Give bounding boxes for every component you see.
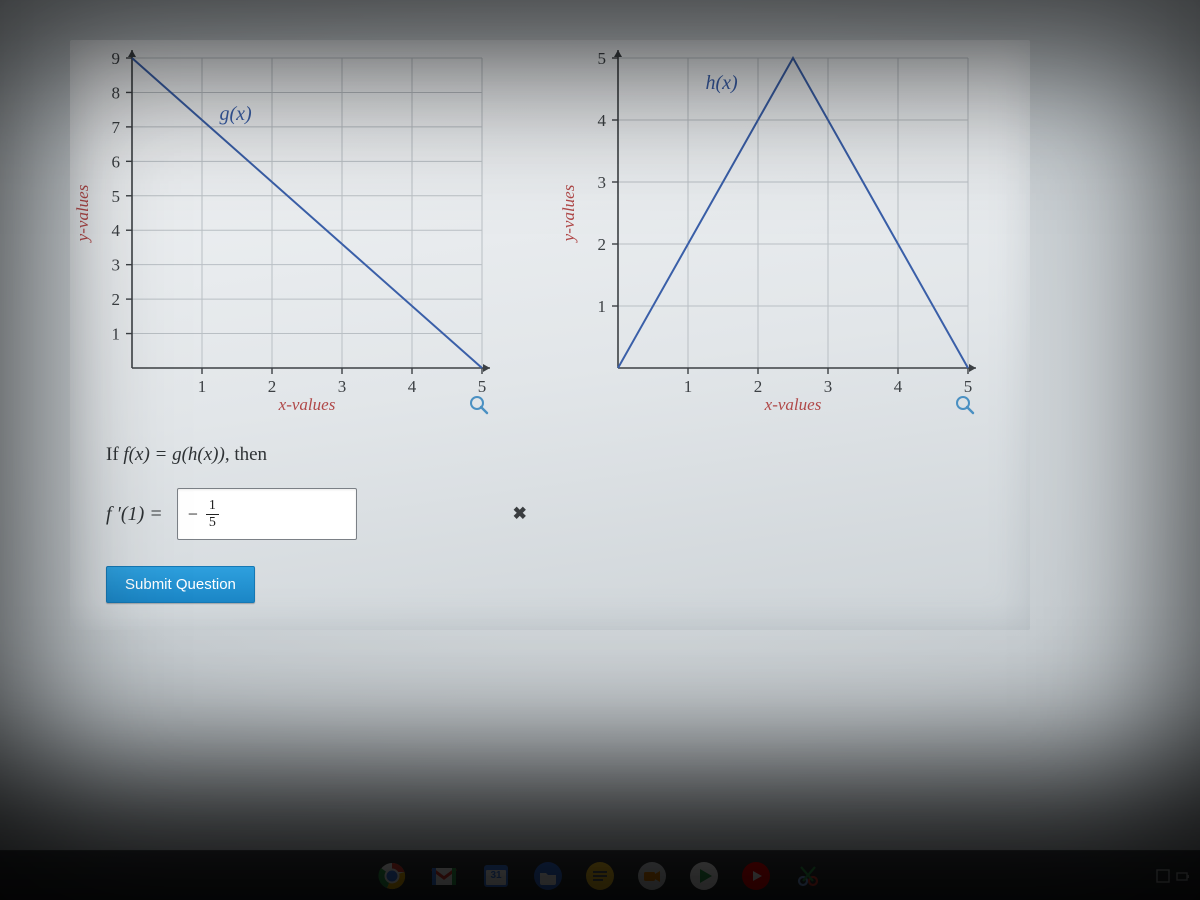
svg-text:2: 2	[112, 290, 121, 309]
svg-text:3: 3	[598, 173, 607, 192]
svg-text:5: 5	[112, 187, 121, 206]
tray-battery-icon	[1176, 869, 1190, 883]
taskbar: 31	[0, 850, 1200, 900]
svg-text:4: 4	[894, 377, 903, 396]
play-icon[interactable]	[687, 859, 721, 893]
svg-text:y-values: y-values	[73, 184, 92, 243]
svg-text:4: 4	[112, 221, 121, 240]
chart-h: 1 2 3 4 5 1 2 3 4 5 x-values y-values h(x)	[556, 46, 986, 426]
zoom-icon[interactable]	[967, 407, 973, 413]
svg-text:5: 5	[598, 49, 607, 68]
svg-text:x-values: x-values	[764, 395, 822, 414]
svg-text:4: 4	[408, 377, 417, 396]
answer-sign: −	[188, 504, 198, 525]
svg-text:2: 2	[268, 377, 277, 396]
svg-text:1: 1	[112, 325, 121, 344]
gmail-icon[interactable]	[427, 859, 461, 893]
chart-h-svg: 1 2 3 4 5 1 2 3 4 5 x-values y-values h(x)	[556, 46, 986, 426]
answer-row: f ′(1) = − 1 5 ✖	[106, 488, 1030, 540]
camera-icon[interactable]	[635, 859, 669, 893]
answer-den: 5	[209, 515, 216, 530]
svg-text:5: 5	[478, 377, 487, 396]
snip-icon[interactable]	[791, 859, 825, 893]
svg-text:1: 1	[684, 377, 693, 396]
youtube-icon[interactable]	[739, 859, 773, 893]
zoom-icon[interactable]	[481, 407, 487, 413]
svg-text:x-values: x-values	[278, 395, 336, 414]
answer-num: 1	[206, 499, 219, 515]
chart-g: 1 2 3 4 5 1 2 3 4 5 6 7 8 9 x-values y-values g(x)	[70, 46, 500, 426]
chart-g-svg: 1 2 3 4 5 1 2 3 4 5 6 7 8 9 x-values y-values g(x)	[70, 46, 500, 426]
question-panel: 12345123456789x-valuesy-valuesg(x) 12345…	[70, 40, 1030, 630]
system-tray[interactable]	[1156, 851, 1190, 900]
question-prefix: If	[106, 444, 123, 465]
chrome-icon[interactable]	[375, 859, 409, 893]
svg-text:8: 8	[112, 83, 121, 102]
answer-input[interactable]: − 1 5	[177, 488, 357, 540]
submit-question-button[interactable]: Submit Question	[106, 566, 255, 603]
svg-text:y-values: y-values	[559, 184, 578, 243]
feedback-incorrect-icon: ✖	[511, 505, 529, 523]
svg-text:7: 7	[112, 118, 121, 137]
svg-text:2: 2	[754, 377, 763, 396]
svg-text:1: 1	[598, 297, 607, 316]
submit-label: Submit Question	[125, 576, 236, 593]
svg-text:9: 9	[112, 49, 121, 68]
svg-text:3: 3	[338, 377, 347, 396]
answer-label: f ′(1) =	[106, 503, 163, 526]
question-suffix: , then	[225, 444, 267, 465]
files-icon[interactable]	[531, 859, 565, 893]
svg-text:5: 5	[964, 377, 973, 396]
calendar-badge: 31	[479, 870, 513, 881]
svg-text:h(x): h(x)	[706, 72, 739, 94]
question-math: f(x) = g(h(x))	[123, 444, 224, 465]
svg-text:g(x): g(x)	[220, 103, 253, 125]
svg-text:1: 1	[198, 377, 207, 396]
svg-text:6: 6	[112, 152, 121, 171]
question-text: If f(x) = g(h(x)), then	[106, 444, 1030, 466]
answer-fraction: 1 5	[206, 499, 219, 530]
svg-text:3: 3	[824, 377, 833, 396]
tray-box-icon	[1156, 869, 1170, 883]
messages-icon[interactable]	[583, 859, 617, 893]
calendar-icon[interactable]: 31	[479, 859, 513, 893]
svg-text:2: 2	[598, 235, 607, 254]
svg-text:3: 3	[112, 256, 121, 275]
svg-text:4: 4	[598, 111, 607, 130]
